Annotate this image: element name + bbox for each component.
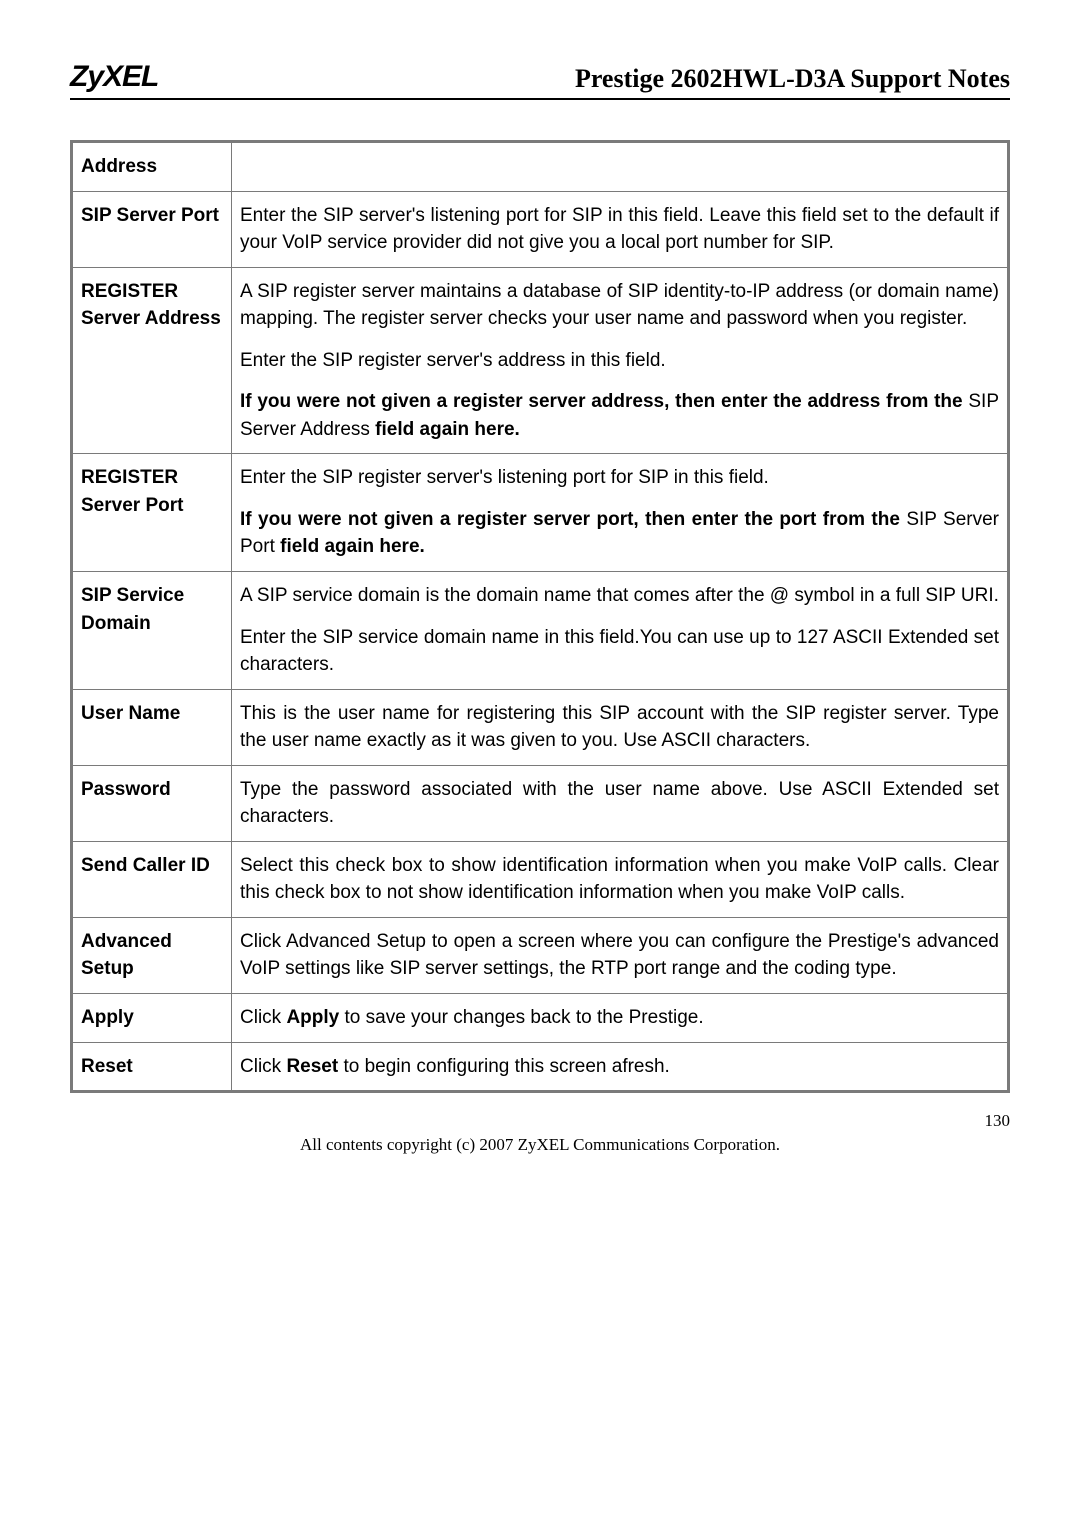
- description-paragraph: Click Advanced Setup to open a screen wh…: [240, 928, 999, 983]
- document-page: ZyXEL Prestige 2602HWL-D3A Support Notes…: [0, 0, 1080, 1195]
- text-segment: Enter the SIP register server's address …: [240, 350, 666, 371]
- table-row: SIP Server Port Enter the SIP server's li…: [72, 191, 1009, 267]
- text-segment: Type the password associated with the us…: [240, 779, 999, 828]
- description-paragraph: Enter the SIP server's listening port fo…: [240, 202, 999, 257]
- row-description: Click Apply to save your changes back to…: [232, 994, 1009, 1043]
- text-segment: Enter the SIP server's listening port fo…: [240, 205, 999, 254]
- description-paragraph: If you were not given a register server …: [240, 388, 999, 443]
- text-segment: A SIP service domain is the domain name …: [240, 585, 999, 606]
- row-label: Reset: [72, 1042, 232, 1092]
- text-segment: If you were not given a register server …: [240, 391, 968, 412]
- label-segment: Advanced Setup: [81, 931, 172, 980]
- row-label: User Name: [72, 689, 232, 765]
- text-segment: Enter the SIP service domain name in thi…: [240, 627, 999, 676]
- copyright-text: All contents copyright (c) 2007 ZyXEL Co…: [70, 1135, 1010, 1155]
- description-paragraph: If you were not given a register server …: [240, 506, 999, 561]
- table-row: REGISTER Server Port Enter the SIP regist…: [72, 454, 1009, 572]
- row-description: A SIP register server maintains a databa…: [232, 267, 1009, 454]
- row-description: Enter the SIP register server's listenin…: [232, 454, 1009, 572]
- row-label: Password: [72, 765, 232, 841]
- text-segment: to begin configuring this screen afresh.: [338, 1056, 670, 1077]
- text-segment: Enter the SIP register server's listenin…: [240, 467, 769, 488]
- description-paragraph: Click Apply to save your changes back to…: [240, 1004, 999, 1032]
- row-description: Click Reset to begin configuring this sc…: [232, 1042, 1009, 1092]
- table-row: REGISTER Server Address A SIP register se…: [72, 267, 1009, 454]
- table-row: Password Type the password associated wit…: [72, 765, 1009, 841]
- text-segment: If you were not given a register server …: [240, 509, 906, 530]
- page-number: 130: [70, 1111, 1010, 1131]
- description-paragraph: Enter the SIP register server's address …: [240, 347, 999, 375]
- table-row: ApplyClick Apply to save your changes ba…: [72, 994, 1009, 1043]
- description-paragraph: This is the user name for registering th…: [240, 700, 999, 755]
- text-segment: Select this check box to show identifica…: [240, 855, 999, 904]
- text-segment: Click: [240, 1056, 286, 1077]
- label-segment: REGISTER Server Address: [81, 281, 221, 330]
- table-row: Address: [72, 142, 1009, 192]
- row-description: [232, 142, 1009, 192]
- row-label: REGISTER Server Port: [72, 454, 232, 572]
- label-segment: Apply: [81, 1007, 134, 1028]
- row-description: This is the user name for registering th…: [232, 689, 1009, 765]
- row-label: REGISTER Server Address: [72, 267, 232, 454]
- text-segment: Click Advanced Setup to open a screen wh…: [240, 931, 999, 980]
- text-segment: This is the user name for registering th…: [240, 703, 999, 752]
- text-segment: Apply: [286, 1007, 339, 1028]
- table-row: SIP Service Domain A SIP service domain i…: [72, 572, 1009, 690]
- description-paragraph: A SIP service domain is the domain name …: [240, 582, 999, 610]
- label-segment: User Name: [81, 703, 180, 724]
- label-segment: Send Caller ID: [81, 855, 210, 876]
- description-paragraph: Enter the SIP register server's listenin…: [240, 464, 999, 492]
- row-description: Click Advanced Setup to open a screen wh…: [232, 917, 1009, 993]
- description-paragraph: Type the password associated with the us…: [240, 776, 999, 831]
- row-label: SIP Service Domain: [72, 572, 232, 690]
- text-segment: field again here.: [275, 536, 425, 557]
- text-segment: Click: [240, 1007, 286, 1028]
- row-label: Send Caller ID: [72, 841, 232, 917]
- description-paragraph: A SIP register server maintains a databa…: [240, 278, 999, 333]
- text-segment: Reset: [286, 1056, 338, 1077]
- text-segment: to save your changes back to the Prestig…: [339, 1007, 703, 1028]
- table-row: Advanced Setup Click Advanced Setup to op…: [72, 917, 1009, 993]
- logo-text: ZyXEL: [70, 60, 158, 94]
- label-segment: Password: [81, 779, 171, 800]
- row-description: A SIP service domain is the domain name …: [232, 572, 1009, 690]
- page-header: ZyXEL Prestige 2602HWL-D3A Support Notes: [70, 60, 1010, 100]
- text-segment: field again here.: [370, 419, 520, 440]
- row-label: Address: [72, 142, 232, 192]
- row-description: Enter the SIP server's listening port fo…: [232, 191, 1009, 267]
- label-segment: SIP Server Port: [81, 205, 219, 226]
- label-segment: SIP Service Domain: [81, 585, 184, 634]
- settings-table: Address SIP Server Port Enter the SIP serv…: [70, 140, 1010, 1093]
- document-title: Prestige 2602HWL-D3A Support Notes: [575, 64, 1010, 94]
- table-row: Send Caller ID Select this check box to s…: [72, 841, 1009, 917]
- settings-table-body: Address SIP Server Port Enter the SIP serv…: [72, 142, 1009, 1092]
- row-description: Select this check box to show identifica…: [232, 841, 1009, 917]
- table-row: ResetClick Reset to begin configuring th…: [72, 1042, 1009, 1092]
- row-label: Apply: [72, 994, 232, 1043]
- row-description: Type the password associated with the us…: [232, 765, 1009, 841]
- row-label: Advanced Setup: [72, 917, 232, 993]
- description-paragraph: Click Reset to begin configuring this sc…: [240, 1053, 999, 1081]
- description-paragraph: Select this check box to show identifica…: [240, 852, 999, 907]
- page-footer: 130 All contents copyright (c) 2007 ZyXE…: [70, 1111, 1010, 1155]
- text-segment: A SIP register server maintains a databa…: [240, 281, 999, 330]
- label-segment: REGISTER Server Port: [81, 467, 183, 516]
- description-paragraph: Enter the SIP service domain name in thi…: [240, 624, 999, 679]
- label-segment: Reset: [81, 1056, 133, 1077]
- label-segment: Address: [81, 156, 157, 177]
- table-row: User Name This is the user name for regis…: [72, 689, 1009, 765]
- row-label: SIP Server Port: [72, 191, 232, 267]
